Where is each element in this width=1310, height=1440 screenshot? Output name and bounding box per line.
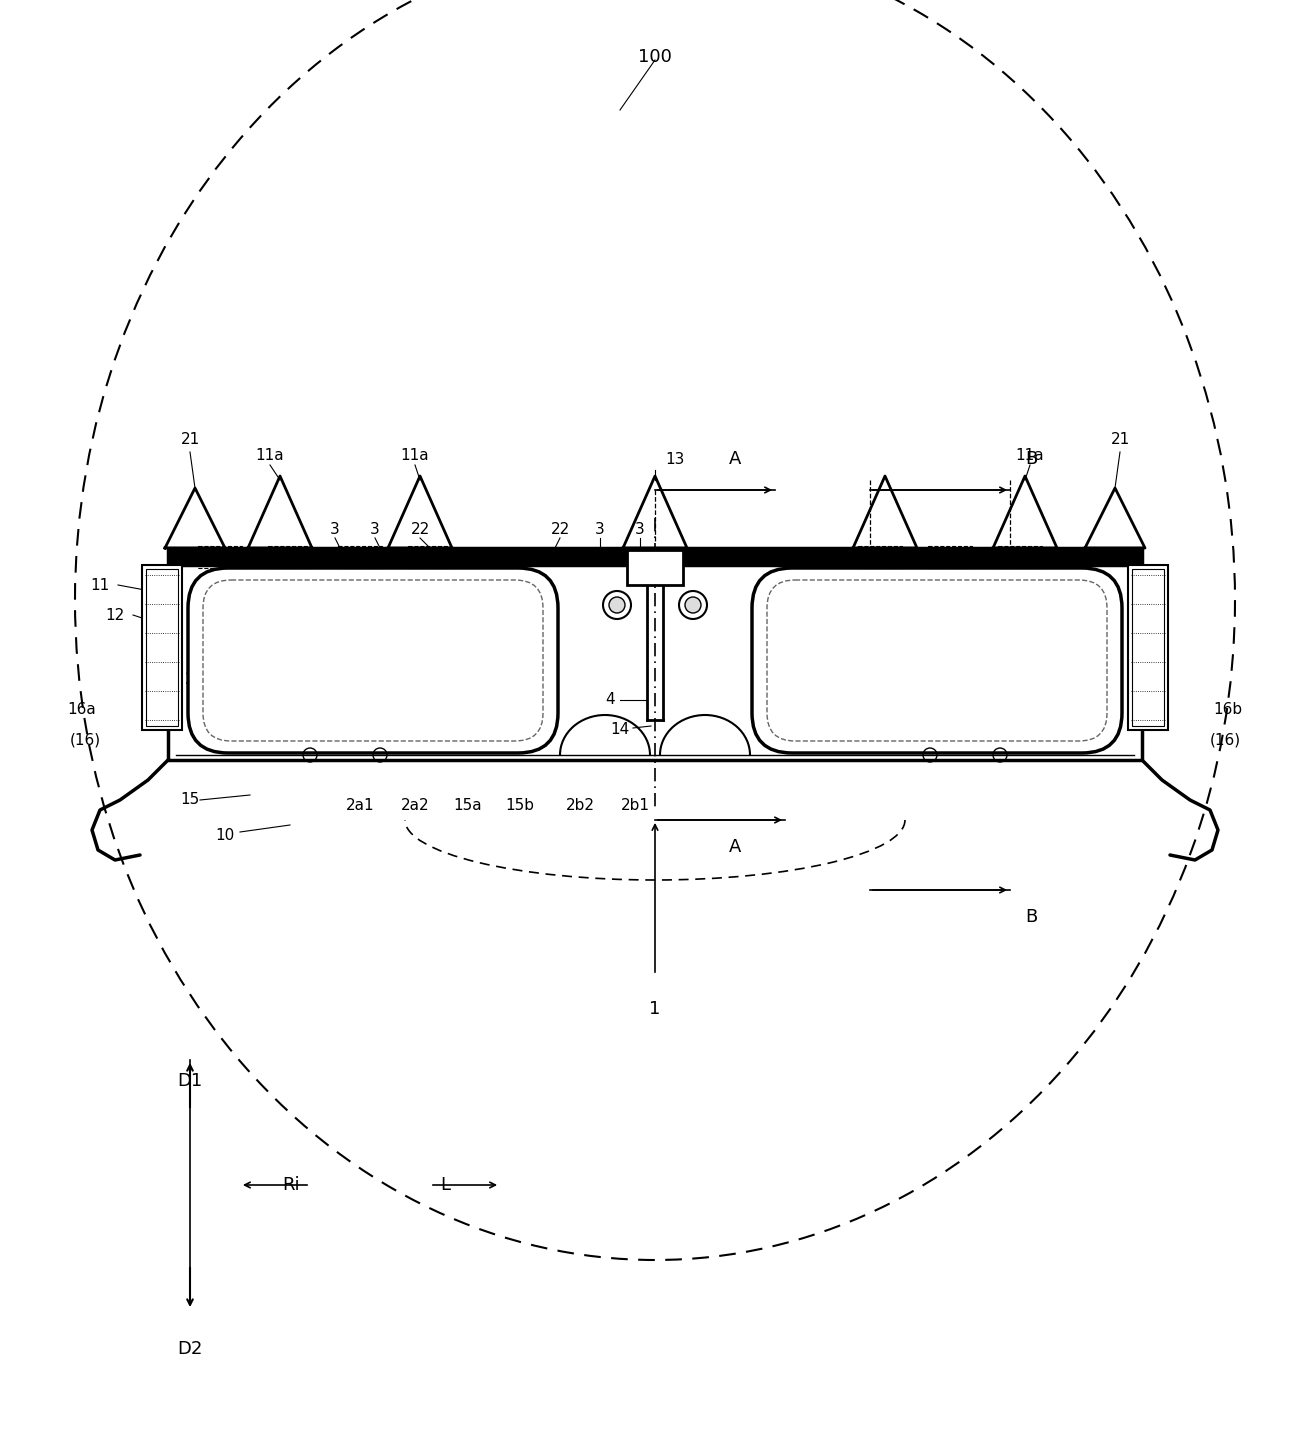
Text: 20: 20 xyxy=(186,672,204,687)
Text: 11: 11 xyxy=(90,577,110,592)
Text: A: A xyxy=(728,449,741,468)
Text: 22: 22 xyxy=(410,523,430,537)
Text: 13b: 13b xyxy=(790,592,820,608)
Text: 15b: 15b xyxy=(506,798,534,812)
FancyBboxPatch shape xyxy=(141,564,182,730)
Text: B: B xyxy=(1024,909,1038,926)
Text: 100: 100 xyxy=(638,48,672,66)
Text: 3: 3 xyxy=(255,632,265,648)
Text: 3: 3 xyxy=(330,523,339,537)
Text: 3: 3 xyxy=(895,677,905,693)
Text: 14: 14 xyxy=(610,723,630,737)
Circle shape xyxy=(603,590,631,619)
Text: 23: 23 xyxy=(330,628,350,642)
Text: 3: 3 xyxy=(371,523,380,537)
FancyBboxPatch shape xyxy=(1128,564,1169,730)
Text: 3: 3 xyxy=(295,677,305,693)
Text: D2: D2 xyxy=(177,1341,203,1358)
Circle shape xyxy=(685,598,701,613)
Text: 11a: 11a xyxy=(1015,448,1044,462)
Text: A: A xyxy=(728,838,741,855)
Text: 2a2: 2a2 xyxy=(401,798,430,812)
Text: 21: 21 xyxy=(1111,432,1129,448)
Text: 2a1: 2a1 xyxy=(346,798,375,812)
Text: 20: 20 xyxy=(1106,672,1124,687)
Circle shape xyxy=(609,598,625,613)
Text: Ri: Ri xyxy=(283,1176,300,1194)
Text: 13b: 13b xyxy=(316,592,345,608)
Text: 3: 3 xyxy=(635,523,645,537)
Text: 3: 3 xyxy=(595,523,605,537)
Text: (16): (16) xyxy=(1209,733,1241,747)
Text: (16): (16) xyxy=(69,733,101,747)
Text: 2b2: 2b2 xyxy=(566,798,595,812)
Text: 10: 10 xyxy=(215,828,234,842)
Text: B: B xyxy=(1024,449,1038,468)
Text: 16b: 16b xyxy=(1213,703,1243,717)
Text: 21: 21 xyxy=(181,432,199,448)
Text: 11a: 11a xyxy=(401,448,430,462)
Text: L: L xyxy=(440,1176,451,1194)
Text: 23: 23 xyxy=(800,628,820,642)
Circle shape xyxy=(679,590,707,619)
Text: D1: D1 xyxy=(177,1071,203,1090)
Text: 13: 13 xyxy=(665,452,685,468)
FancyBboxPatch shape xyxy=(189,567,558,753)
Text: 15: 15 xyxy=(181,792,199,808)
Text: 3: 3 xyxy=(865,632,875,648)
Text: 12: 12 xyxy=(105,608,124,622)
Text: 16a: 16a xyxy=(68,703,97,717)
FancyBboxPatch shape xyxy=(627,550,683,585)
Text: 11a: 11a xyxy=(255,448,284,462)
Text: 4: 4 xyxy=(605,693,614,707)
Text: 1: 1 xyxy=(650,999,660,1018)
Text: 15a: 15a xyxy=(453,798,482,812)
FancyBboxPatch shape xyxy=(752,567,1121,753)
Text: 22: 22 xyxy=(550,523,570,537)
Text: 2b1: 2b1 xyxy=(621,798,650,812)
